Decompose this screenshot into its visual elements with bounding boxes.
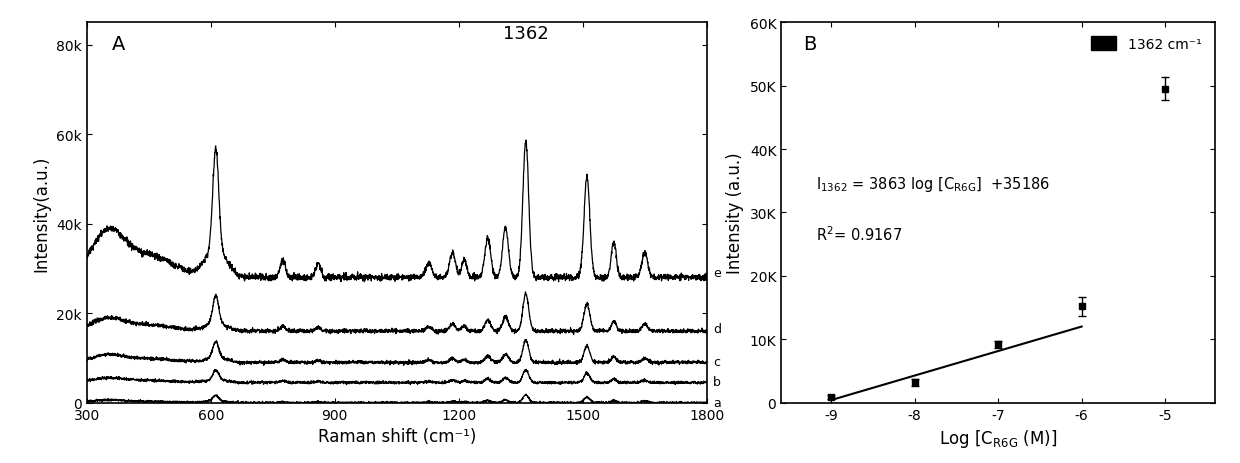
Text: R$\mathregular{^2}$= 0.9167: R$\mathregular{^2}$= 0.9167 — [816, 225, 901, 243]
X-axis label: Log [$\mathregular{C_{R6G}}$ (M)]: Log [$\mathregular{C_{R6G}}$ (M)] — [939, 427, 1058, 449]
Y-axis label: Intensity (a.u.): Intensity (a.u.) — [727, 152, 744, 274]
Text: B: B — [804, 35, 816, 54]
Text: b: b — [713, 375, 720, 388]
Text: $\mathregular{I_{1362}}$ = 3863 log [$\mathregular{C_{R6G}}$]  +35186: $\mathregular{I_{1362}}$ = 3863 log [$\m… — [816, 175, 1050, 194]
Text: 1362: 1362 — [503, 25, 548, 43]
Text: A: A — [112, 35, 125, 54]
Text: a: a — [713, 396, 720, 409]
Text: d: d — [713, 322, 720, 335]
Text: e: e — [713, 266, 720, 279]
X-axis label: Raman shift (cm⁻¹): Raman shift (cm⁻¹) — [317, 427, 476, 445]
Legend: 1362 cm⁻¹: 1362 cm⁻¹ — [1085, 30, 1208, 59]
Text: c: c — [713, 355, 720, 368]
Y-axis label: Intensity(a.u.): Intensity(a.u.) — [32, 155, 51, 271]
